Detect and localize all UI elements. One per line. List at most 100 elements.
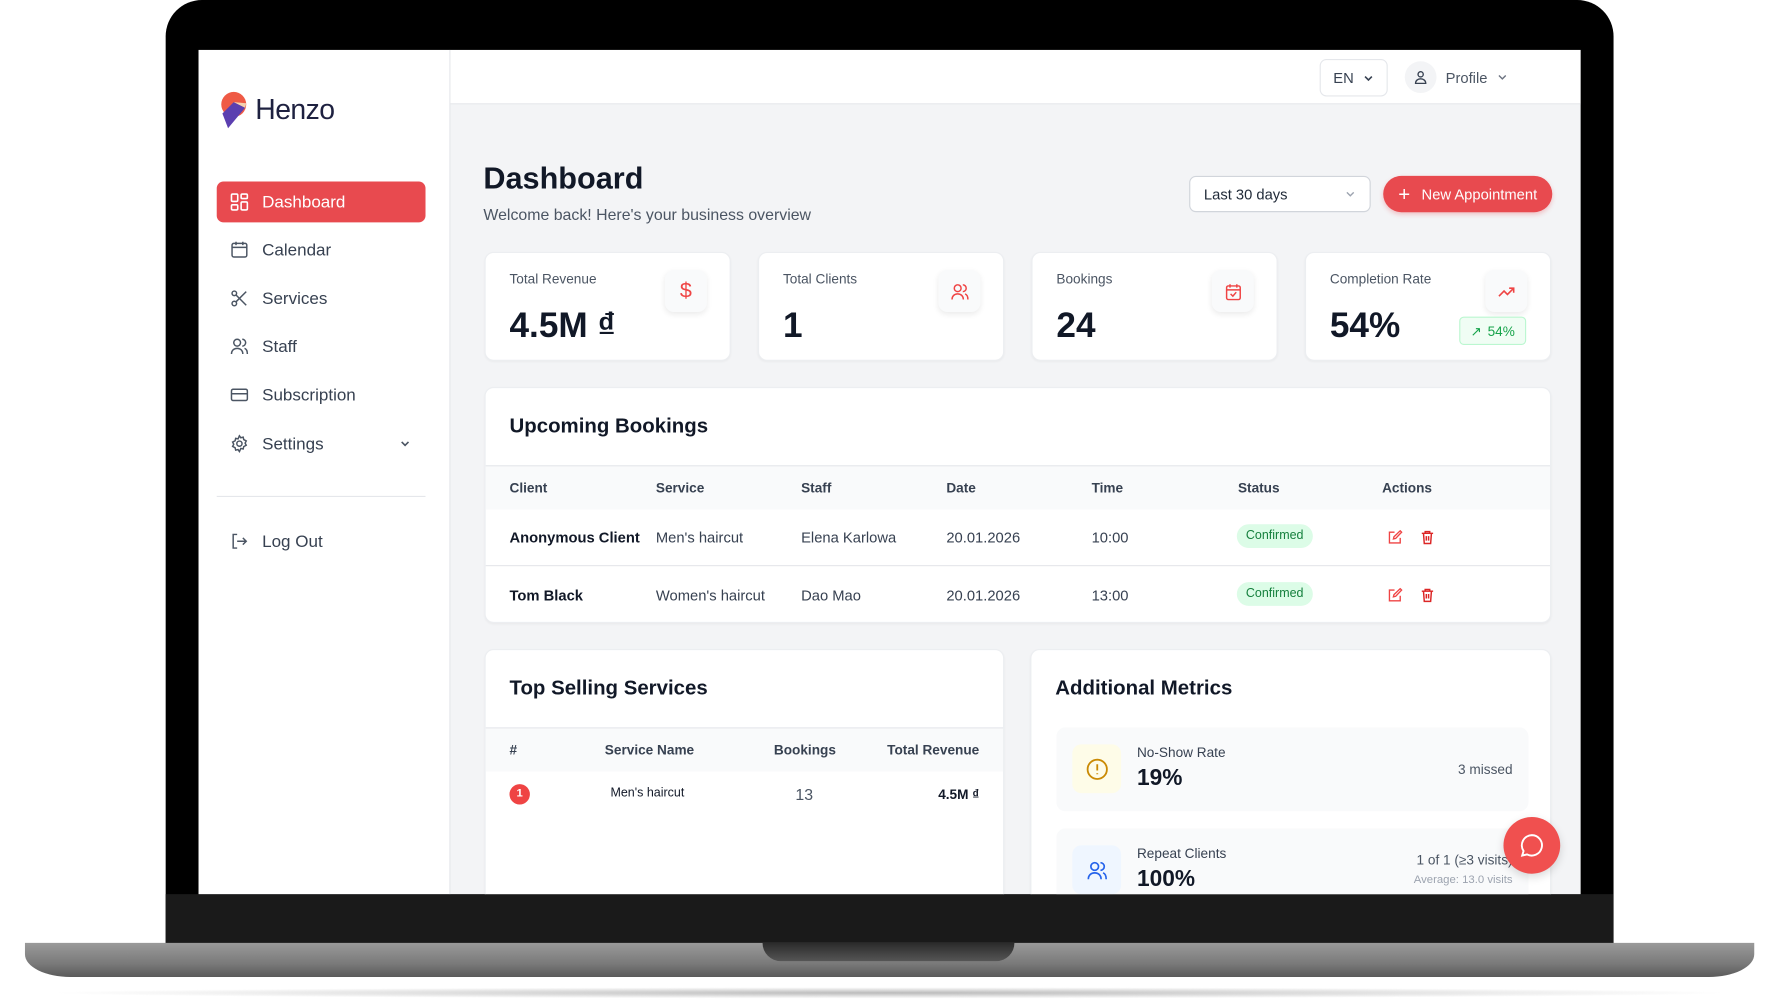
stat-value: 1 [782,305,803,345]
logout-label: Log Out [262,531,323,551]
metric-label: Repeat Clients [1136,845,1227,862]
new-appointment-label: New Appointment [1421,185,1538,203]
laptop-chin [165,894,1614,945]
stat-card-bookings: Bookings 24 [1031,251,1278,361]
table-row[interactable]: Anonymous Client Men's haircut Elena Kar… [485,509,1551,567]
date-cell: 20.01.2026 [946,528,1021,546]
column-header: # [509,742,518,758]
rank-badge: 1 [509,784,530,805]
plus-icon: + [1398,182,1411,206]
client-cell: Tom Black [509,586,583,604]
top-services-card: Top Selling Services # Service Name Book… [484,649,1005,895]
new-appointment-button[interactable]: + New Appointment [1383,175,1553,213]
chevron-down-icon [401,441,410,447]
table-header: # Service Name Bookings Total Revenue [485,727,1004,772]
column-header: Total Revenue [887,742,980,758]
trash-icon[interactable] [1421,588,1435,603]
bookings-cell: 13 [795,785,814,804]
upcoming-bookings-card: Upcoming Bookings Client Service Staff D… [484,386,1552,624]
metric-detail: 3 missed [1458,761,1513,778]
card-title: Additional Metrics [1055,676,1233,699]
profile-menu[interactable]: Profile [1404,61,1508,94]
date-cell: 20.01.2026 [946,586,1021,604]
sidebar-item-dashboard[interactable]: Dashboard [216,181,426,223]
logout-icon [232,533,248,549]
sidebar-item-services[interactable]: Services [217,278,426,319]
laptop-shadow [45,987,1734,999]
column-header: Service Name [604,742,695,758]
metric-no-show: No-Show Rate 19% 3 missed [1056,727,1529,812]
sidebar-item-settings[interactable]: Settings [217,423,426,464]
column-header: Actions [1382,479,1433,496]
date-range-select[interactable]: Last 30 days [1189,175,1371,213]
chat-bubble-icon [1520,834,1543,857]
trash-icon[interactable] [1421,530,1435,545]
alert-circle-icon [1072,744,1122,794]
card-title: Upcoming Bookings [509,414,709,437]
users-icon [1072,845,1122,895]
profile-label: Profile [1445,68,1488,86]
date-range-value: Last 30 days [1203,185,1288,203]
staff-cell: Dao Mao [801,586,861,604]
client-cell: Anonymous Client [509,528,640,546]
metric-value: 100% [1136,866,1196,892]
app-screen: Henzo Dashboard Calendar Services Staff … [198,49,1581,895]
sidebar-item-label: Services [262,288,328,309]
additional-metrics-card: Additional Metrics No-Show Rate 19% 3 mi… [1030,649,1552,895]
trend-badge: ↗ 54% [1459,316,1527,345]
service-cell: Women's haircut [655,586,765,604]
sidebar-item-label: Subscription [262,385,356,405]
logout-button[interactable]: Log Out [217,521,426,562]
trending-up-icon [1485,270,1528,313]
logo-pin-icon [221,91,247,129]
scissors-icon [231,290,247,307]
page-subtitle: Welcome back! Here's your business overv… [483,205,812,224]
table-row[interactable]: 1 Men's haircut 13 4.5M ₫ [486,772,1003,817]
column-header: Bookings [773,742,836,758]
sidebar-item-subscription[interactable]: Subscription [217,374,426,415]
table-header: Client Service Staff Date Time Status Ac… [485,465,1551,510]
edit-icon[interactable] [1388,587,1403,603]
calendar-check-icon [1211,270,1254,313]
stat-value: 24 [1056,305,1096,345]
stat-label: Completion Rate [1329,271,1432,288]
sidebar-item-label: Calendar [262,239,332,260]
sidebar-item-label: Staff [262,336,297,356]
table-row[interactable]: Tom Black Women's haircut Dao Mao 20.01.… [486,567,1550,624]
dollar-icon: $ [664,270,707,313]
time-cell: 13:00 [1091,586,1129,604]
sidebar-item-calendar[interactable]: Calendar [217,229,426,270]
chevron-down-icon [1364,75,1373,81]
chat-button[interactable] [1503,816,1561,874]
logo[interactable]: Henzo [219,91,335,130]
service-cell: Men's haircut [655,528,744,546]
trend-value: 54% [1487,322,1515,339]
page-title: Dashboard [483,161,644,196]
stat-value: 4.5M ₫ [509,305,616,345]
sidebar-divider [216,495,426,497]
column-header: Status [1237,479,1280,496]
time-cell: 10:00 [1091,528,1129,546]
language-selector[interactable]: EN [1319,59,1388,97]
service-name-cell: Men's haircut [610,786,685,800]
edit-icon[interactable] [1388,529,1403,545]
chevron-down-icon [1498,74,1507,80]
revenue-cell: 4.5M ₫ [938,786,980,803]
stat-card-clients: Total Clients 1 [757,251,1005,361]
sidebar-item-staff[interactable]: Staff [217,326,426,367]
stat-card-completion: Completion Rate 54% ↗ 54% [1304,251,1552,361]
avatar [1404,61,1437,94]
gear-icon [231,434,248,453]
stat-label: Bookings [1056,271,1113,288]
top-header [450,49,1581,105]
column-header: Service [655,479,705,496]
sidebar-item-label: Settings [262,434,324,454]
user-icon [1414,71,1427,84]
stat-label: Total Revenue [509,271,597,288]
brand-name: Henzo [255,93,335,126]
chevron-down-icon [1346,191,1355,197]
card-title: Top Selling Services [509,676,708,699]
status-badge: Confirmed [1236,582,1313,606]
staff-cell: Elena Karlowa [801,528,897,546]
sidebar-item-label: Dashboard [262,192,346,212]
